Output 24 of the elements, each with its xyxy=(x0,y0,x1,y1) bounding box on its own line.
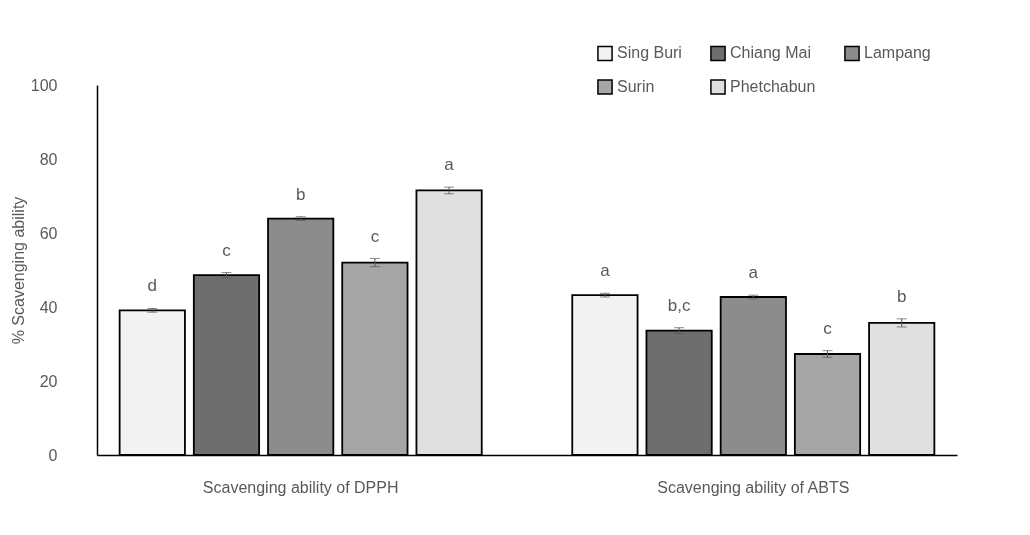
x-tick-label: Scavenging ability of DPPH xyxy=(202,478,399,496)
legend-label: Surin xyxy=(617,78,655,95)
data-label: a xyxy=(600,261,611,281)
legend-label: Sing Buri xyxy=(617,44,682,62)
data-label: b xyxy=(896,286,907,306)
x-tick-label: Scavenging ability of ABTS xyxy=(657,478,850,496)
y-tick-label: 100 xyxy=(30,76,58,94)
y-axis-title: % Scavenging ability xyxy=(9,196,27,345)
data-label: a xyxy=(748,263,759,283)
y-tick-label: 40 xyxy=(39,298,58,316)
y-tick-label: 20 xyxy=(39,372,58,390)
data-label: b xyxy=(295,184,306,204)
data-label: b,c xyxy=(667,295,691,315)
legend-label: Lampang xyxy=(864,44,931,62)
y-tick-label: 80 xyxy=(39,150,58,168)
data-label: d xyxy=(147,276,158,296)
data-label: c xyxy=(370,226,380,246)
data-label: c xyxy=(823,318,833,338)
legend-label: Chiang Mai xyxy=(730,44,811,62)
y-tick-label: 60 xyxy=(39,224,58,242)
legend-label: Phetchabun xyxy=(730,78,816,95)
y-tick-label: 0 xyxy=(48,446,58,464)
data-label: a xyxy=(444,155,455,175)
data-label: c xyxy=(222,240,232,260)
